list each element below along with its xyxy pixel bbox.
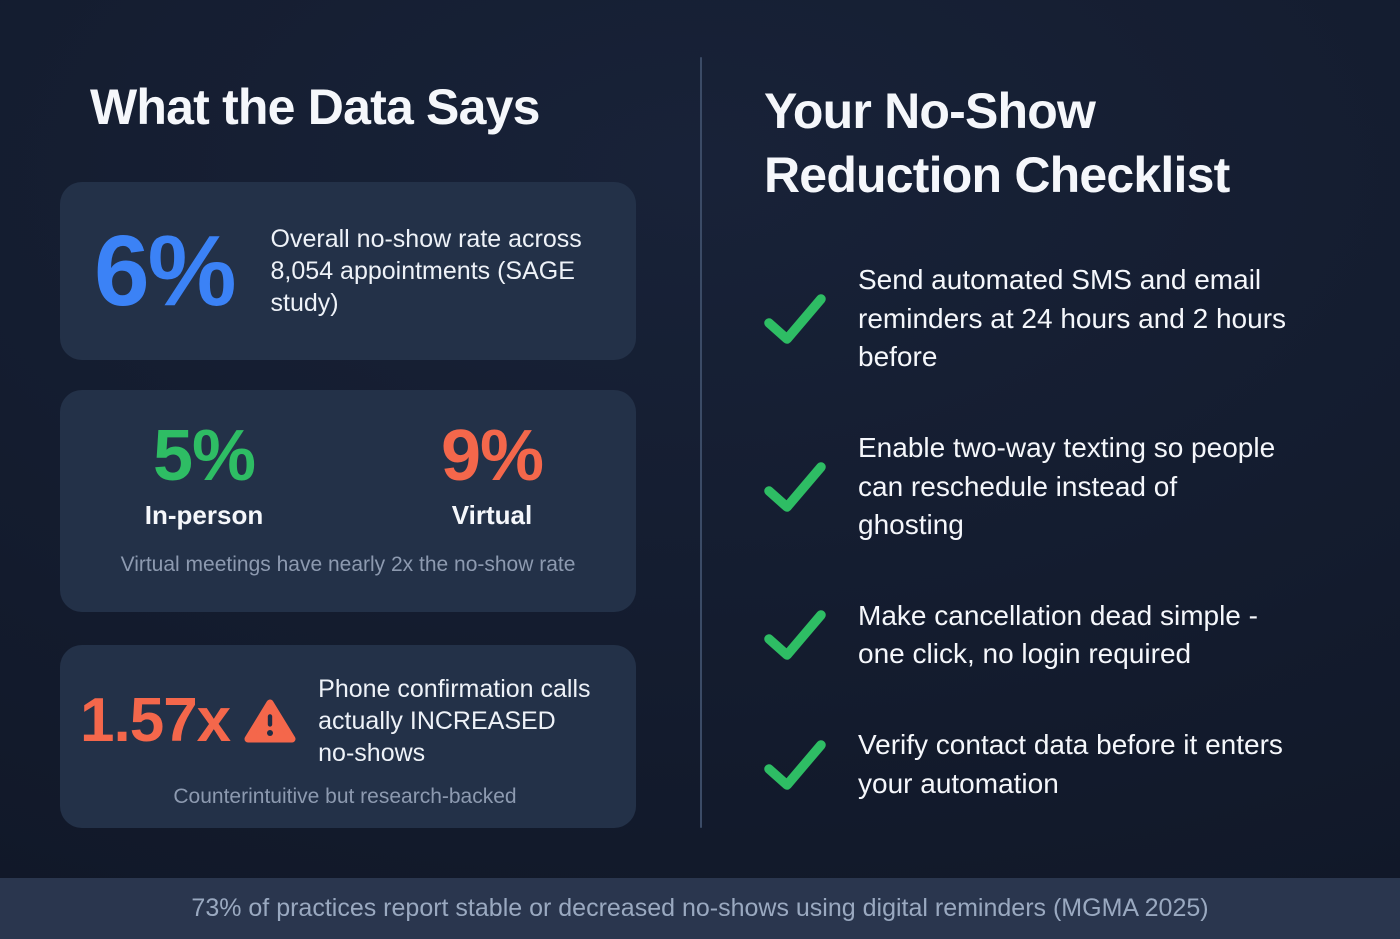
virtual-value: 9% — [440, 416, 544, 496]
checklist-item-text: Enable two-way texting so people can res… — [858, 431, 1276, 541]
comparison-caption: Virtual meetings have nearly 2x the no-s… — [120, 553, 576, 576]
in-person-value: 5% — [152, 416, 256, 496]
checklist-item: Make cancellation dead simple - one clic… — [764, 597, 1344, 674]
column-divider — [700, 57, 702, 828]
main-content: What the Data Says 6% Overall no-show ra… — [0, 0, 1400, 878]
in-person-label: In-person — [144, 500, 264, 530]
checklist-title: Your No-Show Reduction Checklist — [764, 83, 1230, 203]
checklist-item-text: Make cancellation dead simple - one clic… — [858, 599, 1258, 670]
virtual-stat: 9% Virtual — [348, 420, 636, 531]
check-icon — [764, 739, 826, 791]
overall-rate-value: 6% — [94, 215, 237, 327]
virtual-label: Virtual — [451, 500, 533, 530]
phone-stat-row: 1.57x Phone confirmation calls actually … — [80, 673, 610, 769]
checklist-panel: Your No-Show Reduction Checklist Send au… — [702, 0, 1400, 878]
check-icon — [764, 293, 826, 345]
warning-triangle-icon — [244, 697, 296, 745]
checklist-item: Send automated SMS and email reminders a… — [764, 261, 1344, 377]
check-icon — [764, 609, 826, 661]
overall-rate-card: 6% Overall no-show rate across 8,054 app… — [60, 182, 636, 360]
data-panel: What the Data Says 6% Overall no-show ra… — [0, 0, 700, 878]
checklist: Send automated SMS and email reminders a… — [764, 261, 1344, 803]
checklist-item: Verify contact data before it enters you… — [764, 726, 1344, 803]
footer-text: 73% of practices report stable or decrea… — [191, 894, 1209, 922]
phone-multiplier-value: 1.57x — [80, 686, 231, 755]
comparison-card: 5% In-person 9% Virtual Virtual meetings… — [60, 390, 636, 612]
overall-rate-description: Overall no-show rate across 8,054 appoin… — [270, 225, 582, 317]
data-panel-title: What the Data Says — [90, 79, 540, 135]
footer-bar: 73% of practices report stable or decrea… — [0, 878, 1400, 939]
checklist-item-text: Send automated SMS and email reminders a… — [858, 264, 1287, 373]
phone-description: Phone confirmation calls actually INCREA… — [318, 675, 591, 767]
phone-calls-card: 1.57x Phone confirmation calls actually … — [60, 645, 636, 828]
checklist-item-text: Verify contact data before it enters you… — [858, 729, 1283, 799]
phone-caption: Counterintuitive but research-backed — [173, 785, 517, 808]
check-icon — [764, 461, 826, 513]
comparison-row: 5% In-person 9% Virtual — [60, 420, 636, 531]
checklist-item: Enable two-way texting so people can res… — [764, 429, 1344, 545]
in-person-stat: 5% In-person — [60, 420, 348, 531]
